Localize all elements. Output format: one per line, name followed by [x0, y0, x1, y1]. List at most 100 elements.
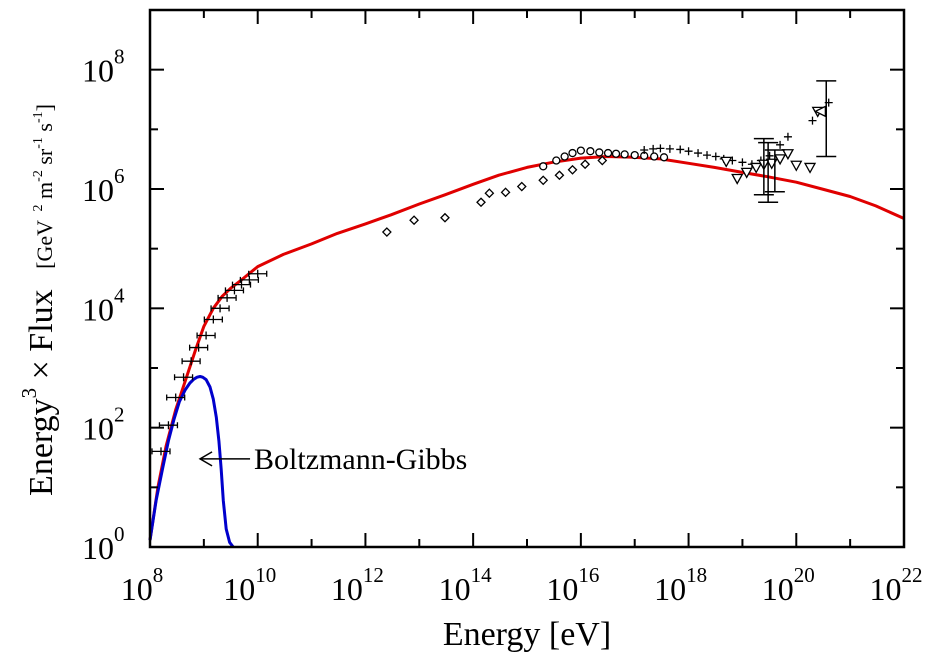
data-point-tri-down — [720, 156, 733, 168]
x-tick-label-exp: 16 — [578, 563, 599, 587]
y-tick-label-exp: 6 — [114, 164, 125, 188]
data-point-tri-down — [731, 173, 744, 185]
data-point-hbar-plus — [231, 280, 252, 289]
data-point-plus — [665, 144, 674, 153]
data-point-plus — [684, 147, 693, 156]
data-point-plus — [676, 145, 685, 154]
y-tick-label-exp: 2 — [114, 403, 125, 427]
data-point-circle — [552, 156, 561, 165]
axis-ticks — [149, 9, 905, 548]
y-tick-label: 102 — [82, 403, 125, 447]
data-point-circle — [620, 150, 629, 159]
data-point-circle — [576, 146, 586, 155]
data-point-hbar-plus — [181, 357, 201, 366]
y-title-unit-part: 2 — [31, 204, 46, 211]
data-point-tri-left — [813, 105, 827, 118]
data-point-hbar-plus — [203, 315, 223, 324]
x-tick-label-exp: 14 — [471, 563, 493, 587]
data-point-hbar-plus — [196, 331, 216, 340]
data-point-diamond — [554, 170, 565, 181]
data-point-plus — [738, 158, 747, 167]
x-tick-label-exp: 10 — [255, 563, 276, 587]
data-point-diamond — [440, 212, 450, 223]
data-point-tri-down — [750, 162, 763, 174]
y-tick-label-base: 10 — [82, 291, 114, 327]
x-tick-label: 1020 — [762, 563, 815, 607]
annotation: Boltzmann-Gibbs — [198, 443, 467, 476]
data-point-plus — [656, 144, 665, 153]
x-tick-label-exp: 12 — [363, 563, 384, 587]
data-point-hbar-plus — [173, 373, 194, 382]
data-point-diamond — [409, 215, 419, 226]
error-bar — [764, 149, 785, 193]
x-tick-label-exp: 8 — [153, 563, 164, 587]
y-title-exp: 3 — [17, 388, 41, 399]
y-title-rest: × Flux — [23, 289, 60, 388]
data-point-tri-down — [740, 167, 753, 179]
y-tick-label: 100 — [82, 522, 125, 566]
data-point-circle — [568, 148, 577, 158]
x-tick-label-base: 10 — [331, 571, 363, 607]
y-tick-label-base: 10 — [82, 411, 114, 447]
x-tick-label: 1018 — [654, 563, 707, 607]
data-point-plus — [694, 149, 703, 158]
data-point-circle — [603, 148, 613, 158]
y-title-unit-part: ] — [32, 104, 57, 111]
data-point-hbar-plus — [217, 293, 237, 302]
y-tick-label-exp: 8 — [114, 45, 125, 69]
y-title-unit-part: -2 — [31, 170, 46, 182]
y-tick-label-exp: 4 — [114, 283, 125, 307]
data-point-circle — [560, 152, 569, 161]
data-point-plus — [776, 140, 785, 149]
y-tick-label-exp: 0 — [114, 522, 125, 546]
x-tick-label: 1022 — [870, 563, 923, 607]
y-tick-label-base: 10 — [82, 53, 114, 89]
data-point-diamond — [516, 181, 527, 192]
data-point-circle — [630, 150, 639, 160]
data-point-tri-down — [803, 162, 817, 174]
y-title-units: [GeV — [32, 220, 57, 269]
x-tick-label: 1016 — [546, 563, 599, 607]
x-tick-label: 1010 — [223, 563, 276, 607]
y-tick-label: 104 — [82, 283, 125, 327]
data-point-circle — [595, 148, 604, 157]
error-bar — [753, 137, 774, 196]
data-point-hbar-plus — [248, 269, 268, 278]
data-point-plus — [703, 151, 712, 160]
data-point-diamond — [476, 197, 486, 208]
data-point-diamond — [484, 188, 495, 199]
x-tick-label-exp: 18 — [686, 563, 707, 587]
data-point-circle — [659, 153, 669, 162]
data-point-circle — [611, 149, 621, 158]
x-tick-label: 108 — [121, 563, 164, 607]
data-point-circle — [539, 162, 548, 171]
x-tick-label-base: 10 — [546, 571, 578, 607]
boltzmann-gibbs-curve — [148, 375, 235, 548]
x-tick-label-base: 10 — [121, 571, 153, 607]
x-tick-label-base: 10 — [654, 571, 686, 607]
annotation-layer: Boltzmann-Gibbs — [198, 443, 467, 476]
data-point-hbar-plus — [166, 393, 186, 402]
data-point-plus — [808, 116, 817, 125]
y-title-unit-part: -1 — [31, 137, 46, 149]
annotation-label: Boltzmann-Gibbs — [254, 443, 467, 476]
x-tick-label-base: 10 — [870, 571, 902, 607]
arrow-icon — [198, 451, 213, 467]
x-tick-label-base: 10 — [439, 571, 471, 607]
data-point-diamond — [597, 155, 608, 166]
data-point-hbar-plus — [151, 447, 171, 456]
y-tick-label-base: 10 — [82, 172, 114, 208]
data-point-hbar-plus — [239, 275, 260, 284]
data-point-tri-down — [773, 154, 787, 166]
data-point-diamond — [381, 227, 392, 237]
y-tick-label: 106 — [82, 164, 125, 208]
y-title-unit-part: s — [32, 123, 57, 137]
data-point-diamond — [500, 187, 511, 198]
data-point-tri-down — [781, 149, 795, 161]
data-point-circle — [586, 147, 595, 156]
data-point-diamond — [567, 164, 578, 175]
x-tick-label: 1014 — [439, 563, 493, 607]
y-title-unit-part: m — [32, 182, 57, 205]
y-axis-title: Energy3 × Flux [GeV 2 m-2 sr-1 s-1] — [17, 104, 60, 496]
